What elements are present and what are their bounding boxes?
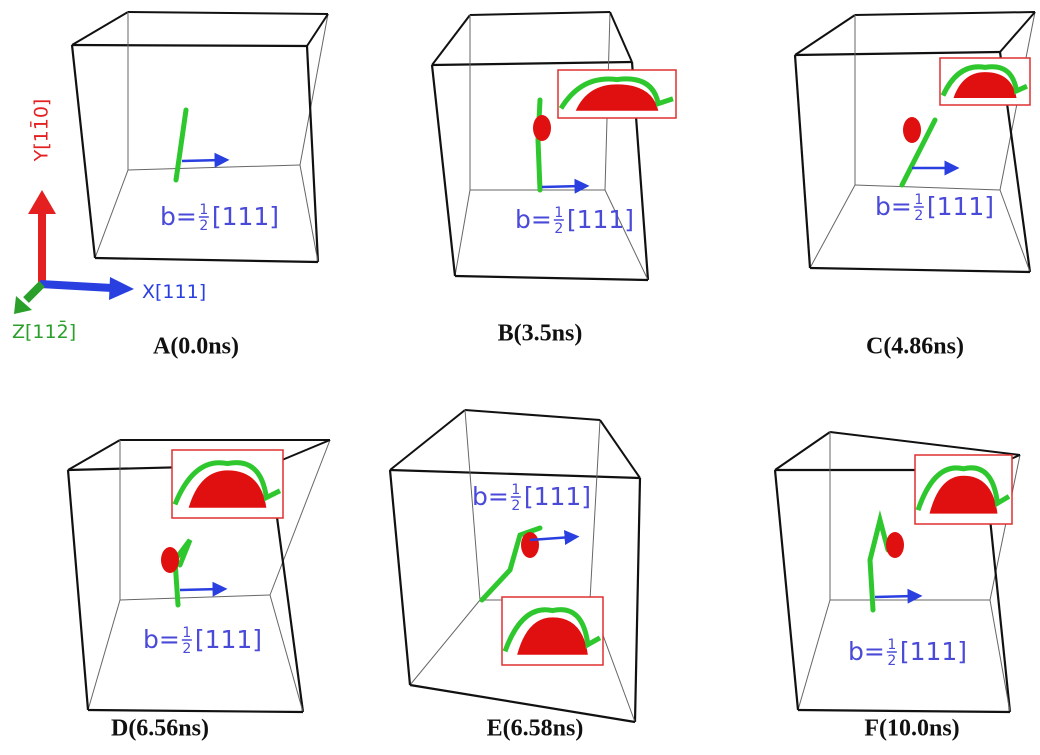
- cube-edge: [432, 15, 470, 65]
- burgers-direction: [111]: [567, 205, 634, 234]
- cluster: [533, 115, 551, 141]
- y-axis-label: Y[11̄0]: [28, 99, 52, 163]
- cluster: [161, 547, 179, 573]
- cube-edge: [855, 12, 1035, 15]
- burgers-arrow: [875, 596, 915, 597]
- panel: A(0.0ns) b=12[111]: [72, 12, 328, 360]
- burgers-prefix: b=: [143, 625, 180, 654]
- cube-edge: [798, 600, 830, 710]
- cube-edge: [600, 420, 640, 478]
- burgers-direction: [111]: [524, 482, 591, 511]
- burgers-direction: [111]: [900, 637, 967, 666]
- dislocation-line: [175, 540, 190, 605]
- burgers-direction: [111]: [195, 625, 262, 654]
- cube-edge: [795, 52, 1000, 55]
- cube-edge: [72, 12, 128, 45]
- cube-edge: [390, 470, 410, 685]
- burgers-direction: [111]: [212, 202, 279, 231]
- panel-label: A(0.0ns): [153, 334, 239, 360]
- burgers-numerator: 1: [511, 482, 520, 498]
- panel: F(10.0ns) b=12[111]: [775, 432, 1020, 742]
- burgers-prefix: b=: [875, 192, 912, 221]
- cube-edge: [95, 170, 128, 258]
- panel: D(6.56ns) b=12[111]: [68, 440, 330, 742]
- panel: E(6.58ns) b=12[111]: [390, 410, 640, 742]
- burgers-denominator: 2: [554, 221, 563, 237]
- cube-edge: [95, 258, 318, 262]
- cube-edge: [432, 65, 455, 276]
- cluster: [521, 532, 539, 558]
- cube-edge: [270, 595, 303, 712]
- burgers-numerator: 1: [182, 625, 191, 641]
- figure: Y[11̄0] X[111] Z[112̄] A(0.0ns)b=12[111]…: [0, 0, 1040, 755]
- cube-edge: [635, 478, 640, 722]
- x-axis-arrow: [40, 284, 112, 288]
- cube-edge: [432, 62, 632, 65]
- cube-edge: [455, 190, 470, 276]
- cube-edge: [798, 710, 1010, 712]
- burgers-denominator: 2: [182, 641, 191, 657]
- burgers-prefix: b=: [515, 205, 552, 234]
- burgers-arrow: [182, 160, 222, 161]
- cube-edge: [1000, 12, 1035, 52]
- panel-label: D(6.56ns): [111, 716, 209, 742]
- burgers-arrow: [180, 589, 220, 590]
- cube-edge: [830, 432, 1020, 455]
- burgers-denominator: 2: [914, 208, 923, 224]
- burgers-numerator: 1: [199, 202, 208, 218]
- burgers-prefix: b=: [848, 637, 885, 666]
- x-axis-label: X[111]: [142, 281, 206, 303]
- burgers-arrow: [542, 186, 582, 187]
- cube-edge: [410, 600, 480, 685]
- cube-edge: [72, 45, 95, 258]
- cluster: [886, 532, 904, 558]
- panel-label: B(3.5ns): [498, 321, 583, 347]
- cube-edge: [795, 15, 855, 55]
- cube-edge: [88, 600, 120, 710]
- burgers-numerator: 1: [554, 205, 563, 221]
- burgers-prefix: b=: [160, 202, 197, 231]
- burgers-direction: [111]: [927, 192, 994, 221]
- cube-edge: [390, 470, 640, 478]
- cube-edge: [68, 440, 120, 470]
- panel-label: E(6.58ns): [487, 716, 584, 742]
- cube-edge: [465, 410, 600, 420]
- cube-edge: [470, 12, 610, 15]
- cube-edge: [88, 710, 303, 712]
- cube-edge: [775, 470, 798, 710]
- x-axis-head: [109, 277, 134, 300]
- cube-edge: [128, 165, 300, 170]
- cube-edge: [455, 276, 648, 280]
- panel-label: C(4.86ns): [866, 334, 964, 360]
- cube-edge: [390, 410, 465, 470]
- cube-edge: [72, 45, 307, 46]
- burgers-numerator: 1: [914, 192, 923, 208]
- cluster: [903, 117, 921, 143]
- dislocation-line: [176, 110, 186, 180]
- cube-edge: [810, 185, 855, 268]
- burgers-denominator: 2: [887, 653, 896, 669]
- cube-edge: [68, 470, 88, 710]
- cube-edge: [128, 12, 328, 14]
- cube-edge: [610, 12, 632, 62]
- cube-edge: [855, 185, 1000, 190]
- dislocation-line: [538, 100, 540, 190]
- cube-edge: [775, 432, 830, 470]
- panel: C(4.86ns) b=12[111]: [795, 12, 1035, 360]
- burgers-prefix: b=: [472, 482, 509, 511]
- burgers-denominator: 2: [511, 498, 520, 514]
- cube-edge: [795, 55, 810, 268]
- y-axis-head: [28, 190, 56, 214]
- burgers-numerator: 1: [887, 637, 896, 653]
- cube-edge: [810, 268, 1030, 272]
- panel: B(3.5ns) b=12[111]: [432, 12, 676, 347]
- burgers-denominator: 2: [199, 218, 208, 234]
- cube-edge: [120, 595, 270, 600]
- panel-label: F(10.0ns): [864, 716, 959, 742]
- cube-edge: [590, 420, 600, 600]
- z-axis-label: Z[112̄]: [12, 319, 76, 343]
- z-axis-arrow: [26, 284, 42, 300]
